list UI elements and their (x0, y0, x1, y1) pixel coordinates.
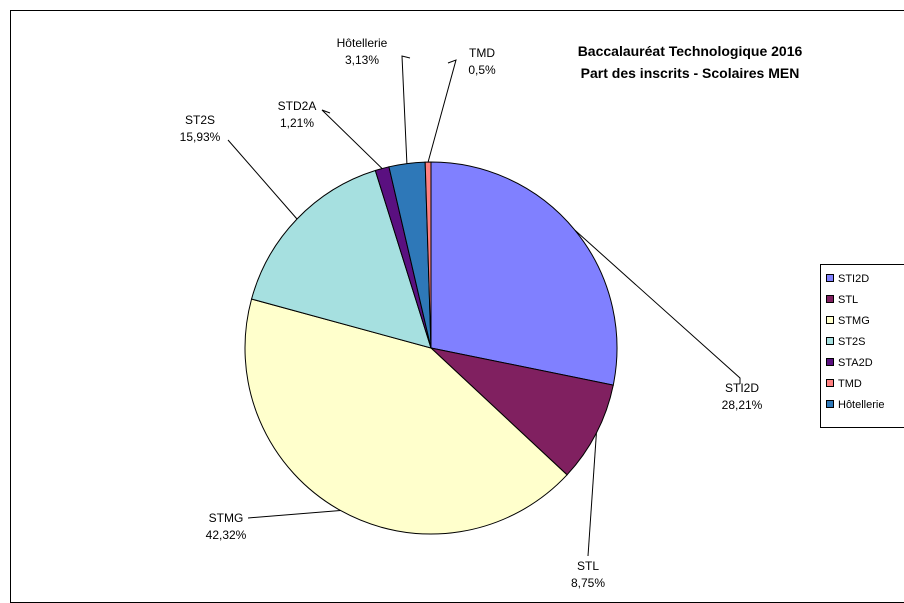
legend-label-sta2d: STA2D (838, 357, 873, 369)
legend-swatch-hôtellerie (826, 400, 834, 408)
legend-label-tmd: TMD (838, 378, 862, 390)
slice-label-stmg: STMG (209, 511, 244, 525)
legend-box (820, 264, 904, 428)
slice-value-hôtellerie: 3,13% (345, 53, 379, 67)
legend-swatch-stmg (826, 316, 834, 324)
legend-label-stmg: STMG (838, 315, 870, 327)
legend-swatch-tmd (826, 379, 834, 387)
pie-slice-stl (429, 347, 614, 476)
pie-slice-tmd (424, 161, 432, 349)
slice-value-st2s: 15,93% (180, 130, 221, 144)
legend-label-sti2d: STI2D (838, 273, 869, 285)
slice-value-std2a: 1,21% (280, 116, 314, 130)
legend: STI2D STL STMG ST2S STA2D TMD Hôtellerie (820, 264, 904, 428)
chart-title-line-1: Baccalauréat Technologique 2016 (578, 43, 803, 59)
slice-label-stl: STL (577, 559, 599, 573)
legend-label-stl: STL (838, 294, 858, 306)
leader-line-std2a (321, 109, 383, 169)
legend-swatch-sta2d (826, 358, 834, 366)
leader-line-stmg (247, 510, 341, 519)
pie-slice-st2s (250, 169, 432, 349)
slice-label-tmd: TMD (469, 46, 495, 60)
slice-label-hôtellerie: Hôtellerie (337, 36, 388, 50)
slice-value-tmd: 0,5% (468, 63, 496, 77)
slice-value-sti2d: 28,21% (722, 398, 763, 412)
legend-swatch-sti2d (826, 274, 834, 282)
slice-value-stl: 8,75% (571, 576, 605, 590)
leader-line-st2s (227, 139, 298, 220)
legend-label-st2s: ST2S (838, 336, 866, 348)
slice-value-stmg: 42,32% (206, 528, 247, 542)
legend-swatch-stl (826, 295, 834, 303)
slice-label-sti2d: STI2D (725, 381, 759, 395)
leader-line-tmd (427, 59, 457, 163)
chart-title-line-2: Part des inscrits - Scolaires MEN (581, 65, 800, 81)
legend-swatch-st2s (826, 337, 834, 345)
slice-label-std2a: STD2A (278, 99, 317, 113)
leader-line-hôtellerie (401, 55, 411, 164)
legend-label-hôtellerie: Hôtellerie (838, 399, 884, 411)
slice-label-st2s: ST2S (185, 113, 215, 127)
leader-line-sti2d (574, 229, 741, 384)
leader-line-stl (587, 433, 597, 557)
slice-labels: STI2D 28,21% STL 8,75% STMG 42,32% ST2S 15,93% S… (180, 36, 763, 590)
pie-slices (244, 161, 618, 535)
